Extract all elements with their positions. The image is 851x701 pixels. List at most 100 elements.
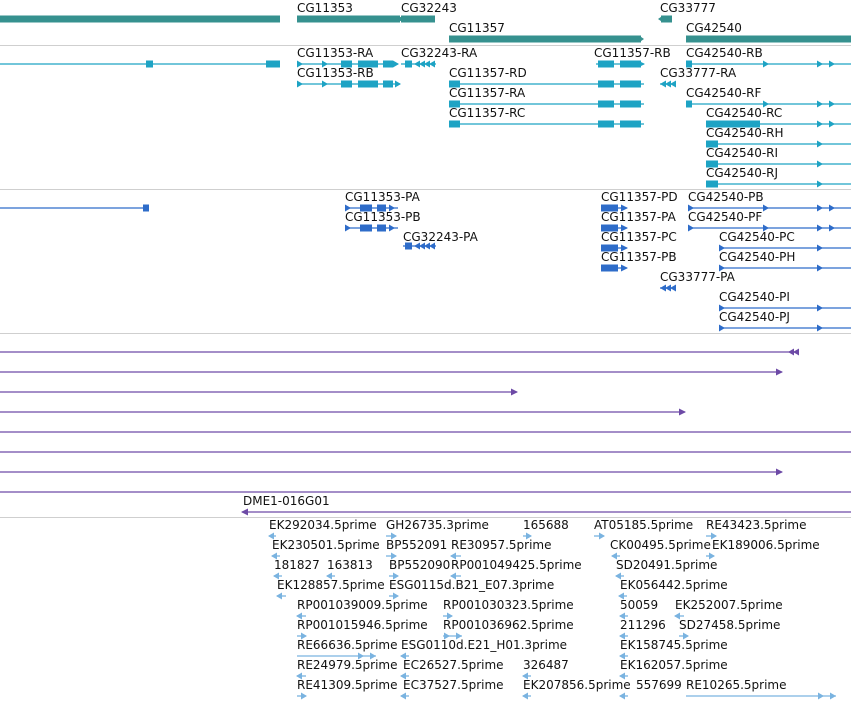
transcript-model[interactable] xyxy=(0,58,284,70)
gene-bar[interactable] xyxy=(445,33,645,45)
feature-label: CG11357-PB xyxy=(601,250,677,264)
clone-feature[interactable] xyxy=(0,466,786,478)
feature-label: CG42540-RI xyxy=(706,146,779,160)
protein-model[interactable] xyxy=(341,202,402,214)
transcript-model[interactable] xyxy=(293,78,404,90)
protein-model[interactable] xyxy=(341,222,402,234)
clone-feature[interactable] xyxy=(0,386,521,398)
clone-feature[interactable] xyxy=(0,426,851,438)
feature-label: RE30957.5prime xyxy=(451,538,552,552)
est-feature[interactable] xyxy=(616,650,632,662)
protein-model[interactable] xyxy=(684,222,851,234)
protein-model[interactable] xyxy=(0,202,153,214)
est-feature[interactable] xyxy=(519,690,535,701)
est-feature[interactable] xyxy=(671,610,688,622)
est-feature[interactable] xyxy=(616,610,632,622)
clone-feature[interactable] xyxy=(0,446,851,458)
feature-label: 165688 xyxy=(523,518,569,532)
est-feature[interactable] xyxy=(293,630,310,642)
clone-feature[interactable] xyxy=(0,406,689,418)
transcript-model[interactable] xyxy=(293,58,402,70)
gene-bar[interactable] xyxy=(397,13,439,25)
feature-label: CG42540-RJ xyxy=(706,166,779,180)
est-feature[interactable] xyxy=(382,530,400,542)
feature-label: RP001036962.5prime xyxy=(443,618,574,632)
transcript-model[interactable] xyxy=(702,138,851,150)
transcript-model[interactable] xyxy=(702,118,851,130)
transcript-model[interactable] xyxy=(702,158,851,170)
feature-label: CG42540-RC xyxy=(706,106,783,120)
est-feature[interactable] xyxy=(385,590,402,602)
protein-model[interactable] xyxy=(597,222,631,234)
transcript-model[interactable] xyxy=(702,178,851,190)
protein-model[interactable] xyxy=(656,282,680,294)
est-feature[interactable] xyxy=(268,550,284,562)
gene-bar[interactable] xyxy=(682,33,851,45)
feature-label: CG11357-PD xyxy=(601,190,678,204)
est-feature[interactable] xyxy=(615,590,631,602)
transcript-model[interactable] xyxy=(682,58,851,70)
est-feature[interactable] xyxy=(519,530,535,542)
est-feature[interactable] xyxy=(608,550,624,562)
est-feature[interactable] xyxy=(682,690,840,701)
est-feature[interactable] xyxy=(397,650,413,662)
transcript-model[interactable] xyxy=(682,98,851,110)
transcript-model[interactable] xyxy=(445,78,648,90)
est-feature[interactable] xyxy=(616,630,632,642)
est-feature[interactable] xyxy=(590,530,608,542)
est-feature[interactable] xyxy=(447,550,465,562)
est-feature[interactable] xyxy=(382,550,400,562)
feature-label: RE24979.5prime xyxy=(297,658,398,672)
clone-feature[interactable] xyxy=(0,366,786,378)
est-feature[interactable] xyxy=(439,630,466,642)
est-track: EK292034.5prime GH26735.3prime 165688 AT051… xyxy=(0,518,851,701)
est-feature[interactable] xyxy=(270,570,286,582)
feature-label: CG42540-PB xyxy=(688,190,764,204)
est-feature[interactable] xyxy=(447,570,465,582)
protein-model[interactable] xyxy=(597,262,631,274)
feature-label: EK292034.5prime xyxy=(269,518,377,532)
transcript-model[interactable] xyxy=(445,118,648,130)
protein-model[interactable] xyxy=(597,202,631,214)
est-feature[interactable] xyxy=(702,550,718,562)
est-feature[interactable] xyxy=(519,670,535,682)
feature-label: RP001030323.5prime xyxy=(443,598,574,612)
est-feature[interactable] xyxy=(612,570,628,582)
protein-model[interactable] xyxy=(715,302,851,314)
protein-model[interactable] xyxy=(399,240,440,252)
protein-model[interactable] xyxy=(715,242,851,254)
est-feature[interactable] xyxy=(273,590,290,602)
feature-label: EK128857.5prime xyxy=(277,578,385,592)
est-feature[interactable] xyxy=(675,630,692,642)
est-feature[interactable] xyxy=(616,690,632,701)
feature-label: CG11353-PA xyxy=(345,190,420,204)
transcript-model[interactable] xyxy=(656,78,680,90)
est-feature[interactable] xyxy=(265,530,280,542)
protein-model[interactable] xyxy=(684,202,851,214)
transcript-model[interactable] xyxy=(592,58,648,70)
feature-label: AT05185.5prime xyxy=(594,518,694,532)
gene-bar[interactable] xyxy=(657,13,676,25)
gene-bar[interactable] xyxy=(0,13,284,25)
feature-label: SD27458.5prime xyxy=(679,618,781,632)
est-feature[interactable] xyxy=(293,650,380,662)
clone-feature[interactable] xyxy=(0,486,851,498)
protein-model[interactable] xyxy=(715,262,851,274)
protein-model[interactable] xyxy=(715,322,851,334)
est-feature[interactable] xyxy=(293,690,310,701)
est-feature[interactable] xyxy=(293,670,310,682)
est-feature[interactable] xyxy=(702,530,720,542)
clone-feature[interactable] xyxy=(0,346,801,358)
est-feature[interactable] xyxy=(397,670,413,682)
transcript-model[interactable] xyxy=(445,98,648,110)
clone-feature[interactable] xyxy=(238,506,851,518)
est-feature[interactable] xyxy=(293,610,310,622)
feature-label: CG42540-PJ xyxy=(719,310,790,324)
est-feature[interactable] xyxy=(323,570,339,582)
est-feature[interactable] xyxy=(616,670,632,682)
est-feature[interactable] xyxy=(385,570,402,582)
est-feature[interactable] xyxy=(397,690,413,701)
transcript-model[interactable] xyxy=(397,58,440,70)
protein-model[interactable] xyxy=(597,242,631,254)
est-feature[interactable] xyxy=(439,610,456,622)
